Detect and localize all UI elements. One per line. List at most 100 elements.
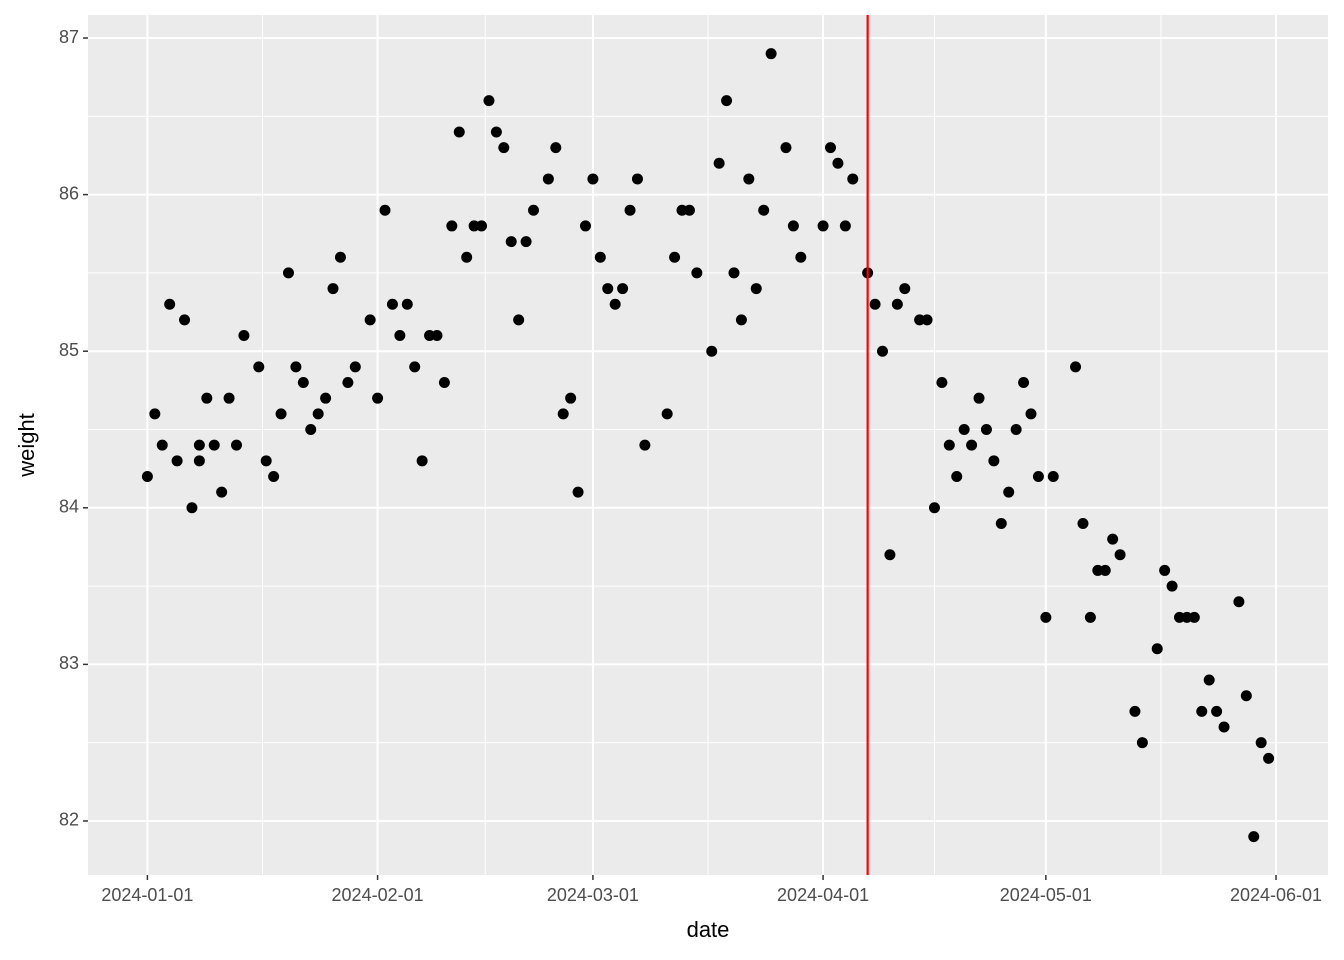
y-tick-label: 83 <box>59 653 79 673</box>
point <box>438 377 450 389</box>
point <box>832 157 844 169</box>
point <box>594 251 606 263</box>
point <box>617 283 629 295</box>
point <box>839 220 851 232</box>
point <box>1077 517 1089 529</box>
point <box>780 142 792 154</box>
point <box>1151 643 1163 655</box>
point <box>1248 831 1260 843</box>
point <box>691 267 703 279</box>
point <box>179 314 191 326</box>
point <box>542 173 554 185</box>
point <box>386 298 398 310</box>
point <box>817 220 829 232</box>
point <box>1166 580 1178 592</box>
point <box>869 298 881 310</box>
point <box>416 455 428 467</box>
point <box>1047 470 1059 482</box>
point <box>579 220 591 232</box>
y-tick-label: 84 <box>59 497 79 517</box>
point <box>297 377 309 389</box>
point <box>520 236 532 248</box>
x-tick-label: 2024-05-01 <box>1000 885 1092 905</box>
point <box>223 392 235 404</box>
point <box>847 173 859 185</box>
point <box>1188 611 1200 623</box>
point <box>980 423 992 435</box>
point <box>587 173 599 185</box>
point <box>1010 423 1022 435</box>
point <box>379 204 391 216</box>
point <box>1084 611 1096 623</box>
point <box>312 408 324 420</box>
point <box>1025 408 1037 420</box>
point <box>765 48 777 60</box>
point <box>483 95 495 107</box>
point <box>891 298 903 310</box>
point <box>498 142 510 154</box>
point <box>1032 470 1044 482</box>
point <box>305 423 317 435</box>
point <box>565 392 577 404</box>
point <box>958 423 970 435</box>
point <box>253 361 265 373</box>
point <box>557 408 569 420</box>
point <box>899 283 911 295</box>
point <box>973 392 985 404</box>
point <box>921 314 933 326</box>
point <box>349 361 361 373</box>
point <box>342 377 354 389</box>
point <box>750 283 762 295</box>
point <box>988 455 1000 467</box>
point <box>334 251 346 263</box>
point <box>275 408 287 420</box>
point <box>268 470 280 482</box>
point <box>394 330 406 342</box>
x-axis-title: date <box>687 917 730 942</box>
point <box>728 267 740 279</box>
point <box>141 470 153 482</box>
point <box>795 251 807 263</box>
point <box>505 236 517 248</box>
point <box>1099 564 1111 576</box>
point <box>282 267 294 279</box>
point <box>639 439 651 451</box>
point <box>936 377 948 389</box>
point <box>238 330 250 342</box>
point <box>490 126 502 138</box>
point <box>743 173 755 185</box>
point <box>149 408 161 420</box>
y-tick-label: 86 <box>59 183 79 203</box>
point <box>453 126 465 138</box>
point <box>1003 486 1015 498</box>
point <box>550 142 562 154</box>
point <box>193 439 205 451</box>
point <box>951 470 963 482</box>
point <box>1159 564 1171 576</box>
point <box>943 439 955 451</box>
point <box>401 298 413 310</box>
point <box>661 408 673 420</box>
point <box>602 283 614 295</box>
point <box>1218 721 1230 733</box>
point <box>706 345 718 357</box>
point <box>431 330 443 342</box>
point <box>1040 611 1052 623</box>
point <box>1070 361 1082 373</box>
point <box>1263 752 1275 764</box>
point <box>528 204 540 216</box>
point <box>320 392 332 404</box>
x-tick-label: 2024-03-01 <box>547 885 639 905</box>
x-tick-label: 2024-06-01 <box>1230 885 1322 905</box>
point <box>1114 549 1126 561</box>
point <box>713 157 725 169</box>
point <box>1211 705 1223 717</box>
point <box>208 439 220 451</box>
point <box>1196 705 1208 717</box>
point <box>1240 690 1252 702</box>
point <box>721 95 733 107</box>
point <box>884 549 896 561</box>
point <box>260 455 272 467</box>
point <box>290 361 302 373</box>
point <box>995 517 1007 529</box>
